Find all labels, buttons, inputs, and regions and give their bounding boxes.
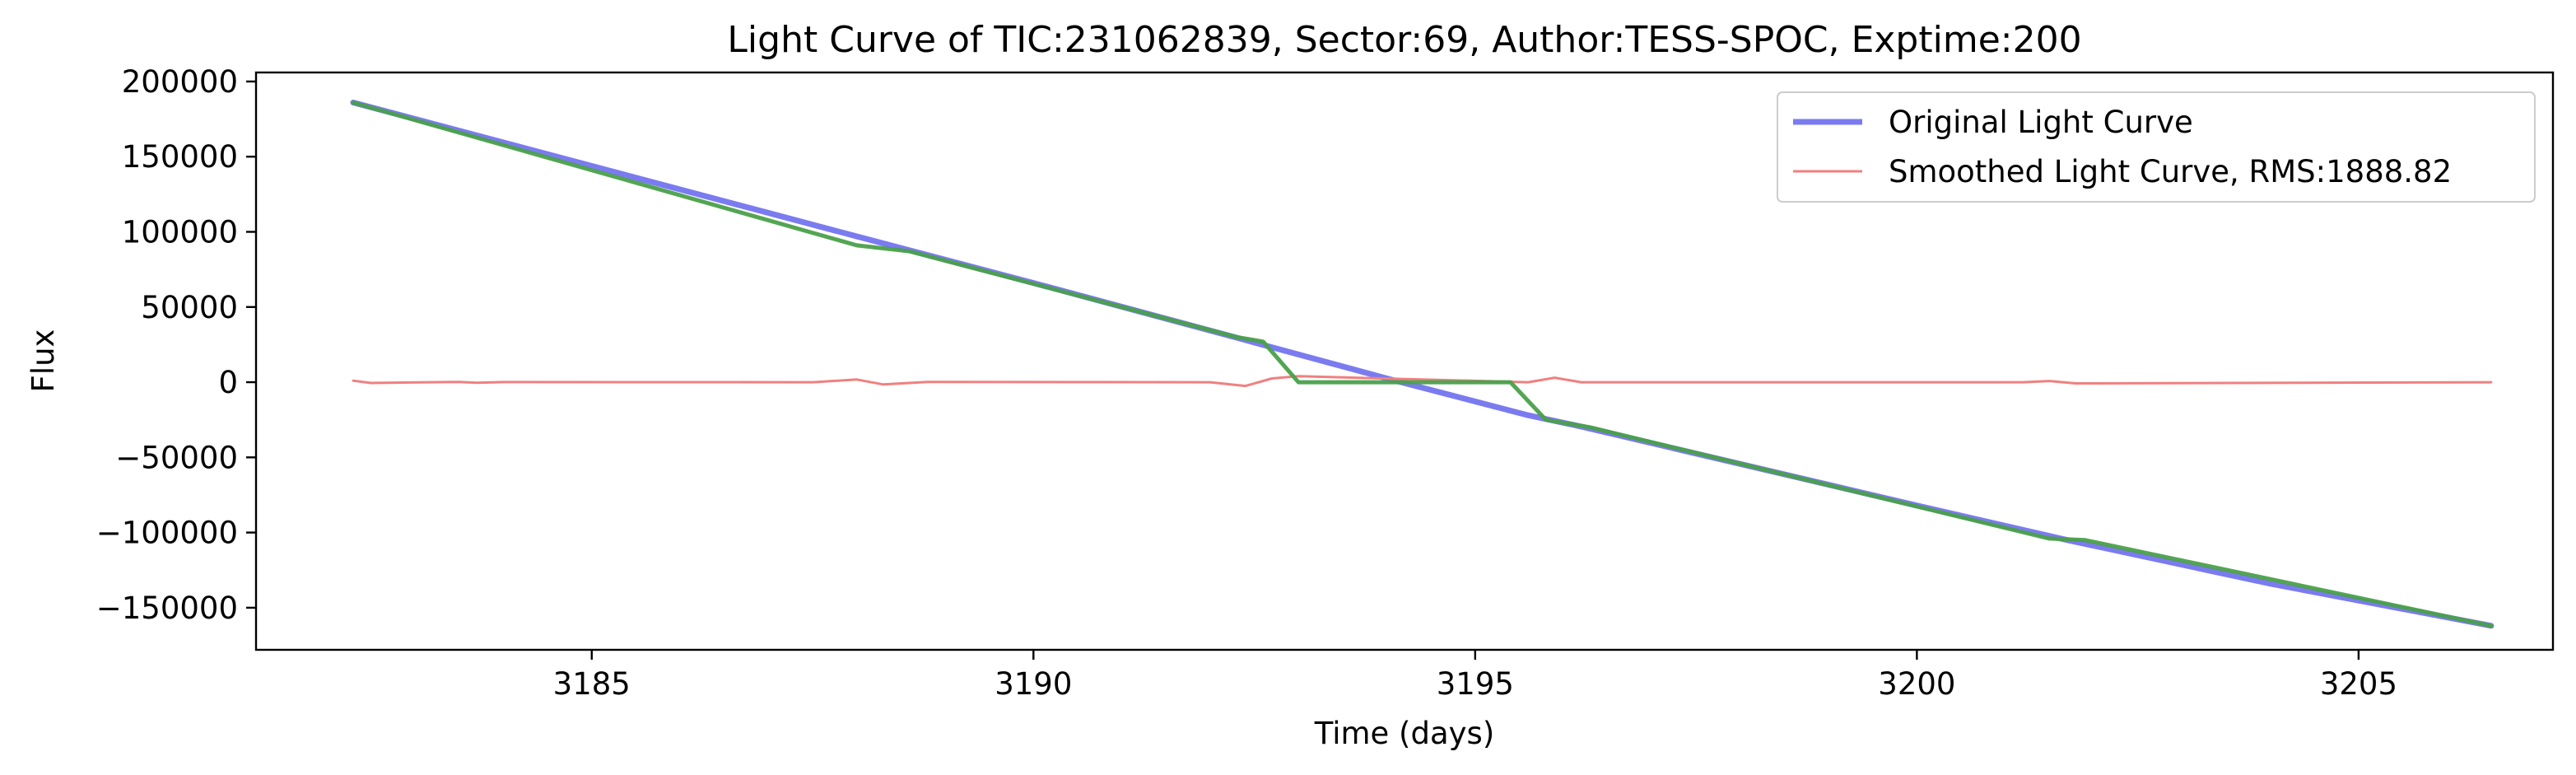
legend: Original Light Curve Smoothed Light Curve… <box>1777 91 2536 203</box>
y-tick-label: −150000 <box>96 591 238 626</box>
legend-box <box>1777 91 2536 203</box>
x-tick-label: 3200 <box>1878 666 1955 702</box>
x-axis-label: Time (days) <box>1314 716 1495 751</box>
y-tick-label: 200000 <box>122 64 238 100</box>
axes-frame <box>254 71 2555 651</box>
x-axis: 3185 3190 3195 3200 3205 <box>553 650 2397 702</box>
y-axis: 200000 150000 100000 50000 0 −50000 −100000 −15… <box>96 64 256 626</box>
y-tick-label: −50000 <box>115 440 238 475</box>
x-tick-label: 3205 <box>2320 666 2397 702</box>
series-line-smoothed-light-curve-rms-1888-82 <box>352 375 2493 388</box>
y-tick-label: 100000 <box>122 215 238 250</box>
x-tick-label: 3185 <box>553 666 631 702</box>
y-tick-label: −100000 <box>96 516 238 551</box>
legend-entry-label: Smoothed Light Curve, RMS:1888.82 <box>1889 154 2452 189</box>
x-tick-label: 3195 <box>1437 666 1514 702</box>
chart-title: Light Curve of TIC:231062839, Sector:69,… <box>727 19 2081 61</box>
series-line-interpolated-light-curve <box>351 100 2494 628</box>
y-axis-label: Flux <box>26 329 61 393</box>
y-tick-label: 150000 <box>122 139 238 175</box>
y-tick-label: 50000 <box>141 290 238 325</box>
x-tick-label: 3190 <box>995 666 1072 702</box>
plot-area <box>350 100 2494 629</box>
y-tick-label: 0 <box>218 365 238 400</box>
legend-entry-label: Original Light Curve <box>1889 105 2193 140</box>
